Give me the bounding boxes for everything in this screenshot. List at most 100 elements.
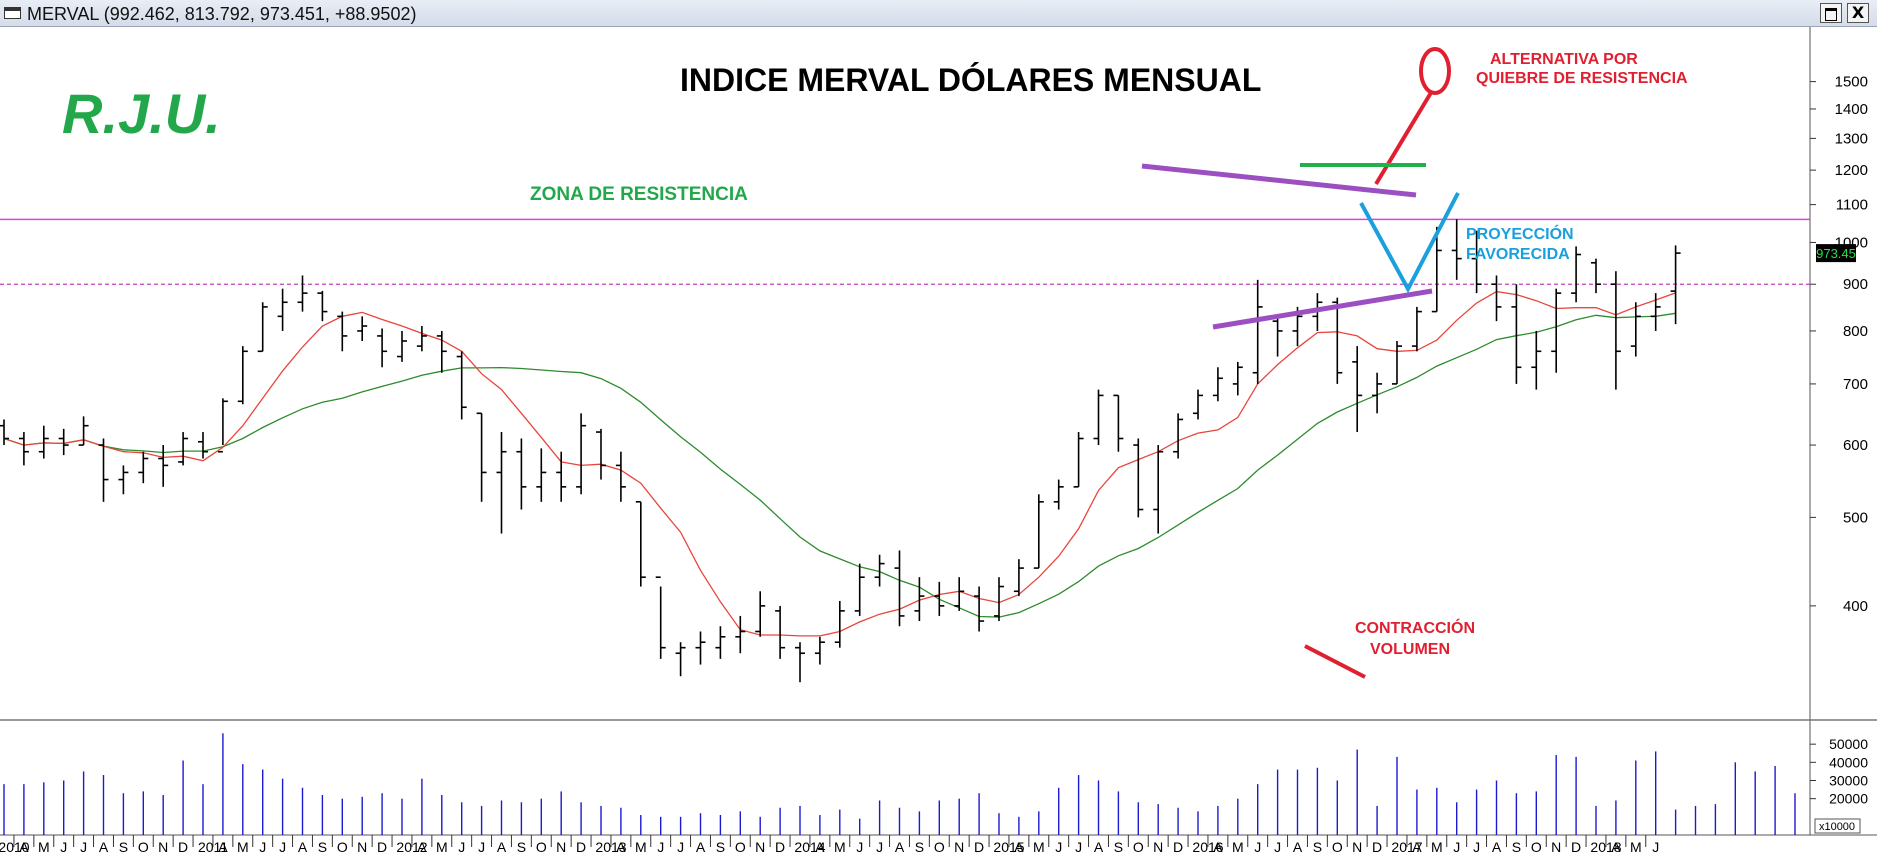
x-tick-label: O: [337, 839, 348, 855]
x-tick-label: N: [755, 839, 765, 855]
x-tick-label: M: [1431, 839, 1443, 855]
x-tick-label: A: [218, 839, 228, 855]
price-tick-label: 1100: [1836, 197, 1868, 214]
x-tick-label: D: [1173, 839, 1183, 855]
x-tick-label: D: [974, 839, 984, 855]
x-tick-label: N: [1352, 839, 1362, 855]
volume-bars: [3, 733, 1796, 835]
x-tick-label: N: [1551, 839, 1561, 855]
x-tick-label: A: [497, 839, 507, 855]
x-tick-label: J: [1274, 839, 1281, 855]
x-tick-label: A: [1293, 839, 1303, 855]
x-tick-label: D: [178, 839, 188, 855]
x-tick-label: A: [815, 839, 825, 855]
x-tick-label: O: [1332, 839, 1343, 855]
maximize-button[interactable]: [1820, 3, 1842, 23]
x-tick-label: O: [536, 839, 547, 855]
axes: 4005006007008009001000110012001300140015…: [0, 74, 1868, 855]
x-tick-label: A: [895, 839, 905, 855]
chart-frame: [0, 27, 1877, 836]
window-icon: [4, 7, 21, 19]
x-tick-label: A: [696, 839, 706, 855]
moving-averages: [3, 290, 1676, 637]
price-chart: 4005006007008009001000110012001300140015…: [0, 27, 1877, 855]
resistance-lines: [0, 218, 1810, 285]
x-tick-label: J: [677, 839, 684, 855]
volume-tick-label: 40000: [1829, 754, 1868, 770]
alternative-breakout-arrow: [1374, 89, 1434, 186]
volume-contraction-line: [1304, 644, 1366, 679]
volume-multiplier-label: x10000: [1819, 821, 1855, 833]
x-tick-label: S: [1313, 839, 1322, 855]
x-tick-label: D: [1372, 839, 1382, 855]
rju-logo: R.J.U.: [62, 82, 221, 145]
volume-contraction-line2: VOLUMEN: [1370, 641, 1450, 658]
window-title: MERVAL (992.462, 813.792, 973.451, +88.9…: [27, 4, 417, 24]
x-tick-label: S: [716, 839, 725, 855]
x-tick-label: O: [735, 839, 746, 855]
x-tick-label: J: [80, 839, 87, 855]
x-tick-label: A: [616, 839, 626, 855]
x-tick-label: J: [1453, 839, 1460, 855]
x-tick-label: D: [1571, 839, 1581, 855]
ma-slow-line: [3, 312, 1676, 618]
x-tick-label: J: [1055, 839, 1062, 855]
x-tick-label: O: [1531, 839, 1542, 855]
x-tick-label: O: [138, 839, 149, 855]
alternative-label-line2: QUIEBRE DE RESISTENCIA: [1476, 70, 1688, 87]
x-tick-label: S: [1512, 839, 1521, 855]
x-tick-label: A: [1094, 839, 1104, 855]
price-bars: [0, 219, 1681, 683]
x-tick-label: J: [60, 839, 67, 855]
x-tick-label: D: [576, 839, 586, 855]
projection-label-line2: FAVORECIDA: [1466, 246, 1570, 263]
x-tick-label: J: [657, 839, 664, 855]
last-price-tag-bg: [1816, 244, 1856, 263]
volume-tick-label: 50000: [1829, 736, 1868, 752]
x-tick-label: N: [158, 839, 168, 855]
x-tick-label: M: [1232, 839, 1244, 855]
x-tick-label: M: [1630, 839, 1642, 855]
x-tick-label: A: [1014, 839, 1024, 855]
chart-title: INDICE MERVAL DÓLARES MENSUAL: [680, 62, 1261, 98]
x-tick-label: A: [1492, 839, 1502, 855]
x-tick-label: A: [1412, 839, 1422, 855]
x-tick-label: S: [318, 839, 327, 855]
volume-multiplier-box: [1814, 818, 1861, 834]
price-tick-label: 1400: [1835, 101, 1868, 118]
x-tick-label: J: [1254, 839, 1261, 855]
x-tick-label: A: [19, 839, 29, 855]
x-tick-label: 2010: [0, 839, 30, 855]
x-tick-label: M: [834, 839, 846, 855]
x-tick-label: M: [436, 839, 448, 855]
last-price-tag: 973.45: [1816, 246, 1856, 261]
x-tick-label: J: [876, 839, 883, 855]
x-tick-label: O: [1133, 839, 1144, 855]
x-tick-label: J: [259, 839, 266, 855]
volume-tick-label: 30000: [1829, 773, 1868, 789]
price-tick-label: 800: [1843, 323, 1868, 340]
price-tick-label: 600: [1843, 437, 1868, 454]
x-tick-label: J: [1075, 839, 1082, 855]
x-tick-label: J: [458, 839, 465, 855]
volume-contraction-line1: CONTRACCIÓN: [1355, 618, 1475, 637]
price-tick-label: 700: [1843, 376, 1868, 393]
price-tick-label: 1300: [1835, 130, 1868, 147]
x-tick-label: O: [934, 839, 945, 855]
price-tick-label: 1200: [1835, 162, 1868, 179]
close-button[interactable]: X: [1847, 3, 1869, 23]
x-tick-label: N: [954, 839, 964, 855]
volume-tick-label: 20000: [1829, 791, 1868, 807]
window-titlebar: MERVAL (992.462, 813.792, 973.451, +88.9…: [0, 0, 1877, 27]
x-tick-label: M: [635, 839, 647, 855]
x-tick-label: S: [915, 839, 924, 855]
x-tick-label: M: [237, 839, 249, 855]
x-tick-label: N: [357, 839, 367, 855]
alternative-target-circle: [1419, 47, 1451, 95]
x-tick-label: J: [1652, 839, 1659, 855]
x-tick-label: A: [1611, 839, 1621, 855]
annotations: R.J.U. INDICE MERVAL DÓLARES MENSUAL ZON…: [62, 47, 1688, 679]
x-tick-label: J: [1473, 839, 1480, 855]
ma-fast-line: [3, 290, 1676, 637]
price-tick-label: 1500: [1835, 74, 1868, 91]
